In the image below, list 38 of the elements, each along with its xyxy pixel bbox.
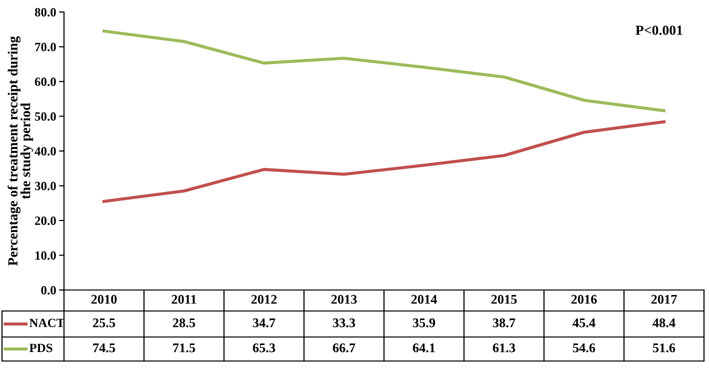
data-label: 51.6: [652, 343, 676, 352]
y-tick-label: 60.0: [34, 78, 56, 86]
data-label: 34.7: [252, 318, 276, 328]
data-label: 61.3: [492, 343, 516, 352]
x-tick-label: 2016: [571, 294, 597, 304]
data-label: 66.7: [332, 343, 356, 352]
data-label: 28.5: [173, 318, 196, 328]
x-tick-label: 2010: [91, 294, 117, 304]
legend-label: PDS: [29, 344, 52, 352]
annotation: P<0.001: [636, 26, 682, 35]
y-tick-label: 30.0: [34, 182, 56, 190]
y-tick-label: 80.0: [34, 8, 56, 17]
data-label: 74.5: [93, 343, 116, 352]
y-tick-label: 20.0: [35, 216, 56, 226]
data-label: 45.4: [572, 318, 596, 328]
x-tick-label: 2017: [651, 294, 677, 304]
x-tick-label: 2011: [172, 294, 196, 304]
y-tick-label: 70.0: [35, 42, 56, 52]
data-label: 25.5: [93, 318, 116, 328]
data-label: 33.3: [332, 318, 356, 328]
data-label: 71.5: [173, 343, 196, 352]
x-tick-label: 2012: [251, 294, 277, 304]
data-label: 65.3: [252, 343, 276, 352]
line-series: [102, 120, 666, 203]
x-tick-label: 2013: [331, 294, 357, 304]
legend-label: NACT: [29, 318, 64, 328]
data-label: 64.1: [412, 343, 435, 352]
x-tick-label: 2014: [411, 294, 437, 304]
y-axis-title: Percentage of treatment receipt during the study period: [8, 36, 34, 266]
y-tick-label: 0.0: [41, 286, 56, 295]
y-tick-label: 50.0: [34, 112, 56, 121]
x-tick-label: 2015: [491, 294, 517, 304]
y-tick-label: 40.0: [34, 147, 56, 156]
data-label: 48.4: [652, 318, 676, 328]
data-label: 38.7: [492, 318, 516, 328]
y-tick-label: 10.0: [35, 251, 56, 260]
data-label: 35.9: [412, 318, 436, 328]
data-label: 54.6: [572, 343, 596, 352]
